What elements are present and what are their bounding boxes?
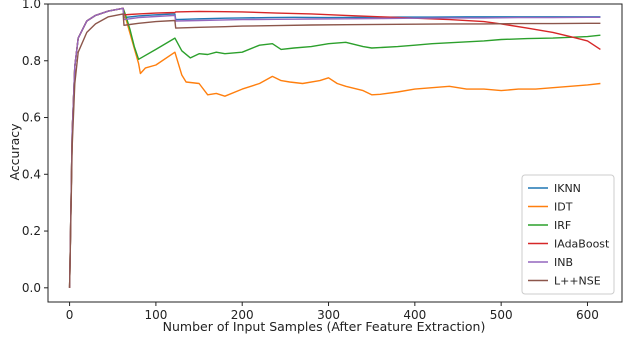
y-tick-label: 1.0	[22, 0, 41, 11]
x-tick-label: 400	[403, 308, 426, 322]
series-line-idt	[68, 7, 601, 288]
legend-box	[521, 174, 615, 295]
x-axis-label: Number of Input Samples (After Feature E…	[163, 319, 486, 334]
plot-area-border	[47, 3, 623, 303]
legend-label-irf: IRF	[554, 219, 571, 232]
series-lines	[68, 7, 601, 288]
y-axis-ticks: 0.0 0.2 0.4 0.6 0.8 1.0	[22, 0, 48, 295]
legend-label-inb: INB	[554, 256, 573, 269]
x-tick-label: 300	[317, 308, 340, 322]
y-tick-label: 0.6	[22, 111, 41, 125]
y-tick-label: 0.4	[22, 167, 41, 181]
series-line-iadaboost	[68, 7, 601, 288]
legend-label-iadaboost: IAdaBoost	[554, 238, 610, 251]
x-tick-label: 100	[144, 308, 167, 322]
y-axis-label: Accuracy	[7, 123, 22, 181]
series-line-irf	[68, 7, 601, 288]
series-line-inb	[68, 7, 601, 288]
plot-frame	[47, 3, 623, 303]
x-tick-label: 500	[490, 308, 513, 322]
y-tick-label: 0.8	[22, 54, 41, 68]
series-line-iknn	[68, 7, 601, 288]
x-tick-label: 600	[576, 308, 599, 322]
x-tick-label: 200	[231, 308, 254, 322]
x-axis-ticks: 0 100 200 300 400 500 600	[66, 302, 599, 322]
legend: IKNN IDT IRF IAdaBoost INB L++NSE	[521, 174, 615, 295]
legend-label-idt: IDT	[554, 201, 573, 214]
legend-label-iknn: IKNN	[554, 182, 581, 195]
series-line-l-nse	[68, 13, 601, 288]
legend-label-l-nse: L++NSE	[554, 275, 601, 288]
x-tick-label: 0	[66, 308, 74, 322]
y-tick-label: 0.0	[22, 281, 41, 295]
y-tick-label: 0.2	[22, 224, 41, 238]
